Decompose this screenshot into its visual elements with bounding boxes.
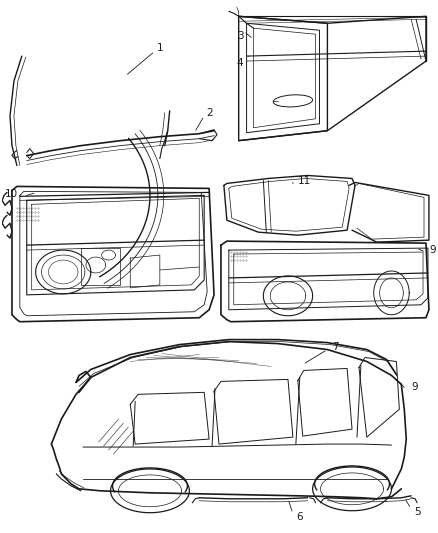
Text: 6: 6 [296, 512, 303, 522]
Text: 2: 2 [206, 108, 212, 118]
Text: 3: 3 [237, 31, 244, 41]
Text: 1: 1 [156, 43, 163, 53]
Text: 7: 7 [332, 342, 339, 352]
Text: 9: 9 [411, 382, 418, 392]
Text: 4: 4 [236, 58, 243, 68]
Text: 11: 11 [298, 176, 311, 187]
Text: 10: 10 [5, 189, 18, 199]
Text: 5: 5 [414, 507, 421, 516]
Text: 9: 9 [429, 245, 435, 255]
